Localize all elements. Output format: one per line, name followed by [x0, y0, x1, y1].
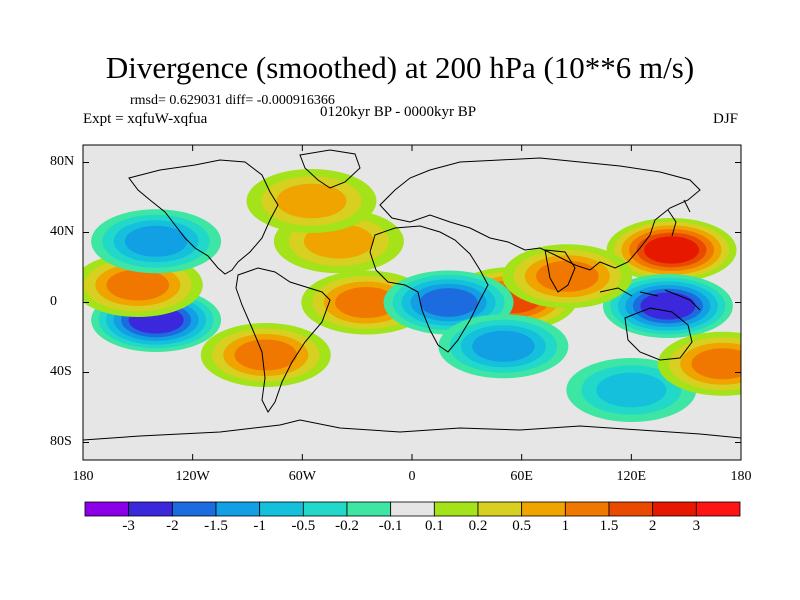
- colorbar-swatch-2: [171, 501, 217, 517]
- colorbar-swatch-3: [215, 501, 261, 517]
- field-feature-13-level-2: [276, 183, 347, 219]
- colorbar-label: 3: [692, 518, 701, 534]
- x-tick-label: 120W: [175, 469, 210, 484]
- field-feature-12-level-2: [596, 372, 667, 408]
- colorbar-label: 0.1: [424, 518, 444, 534]
- axis-ticks: [82, 145, 742, 460]
- field-feature-14-level-3: [691, 348, 741, 380]
- x-tick-label: 60W: [288, 469, 316, 484]
- time-period: 0120kyr BP - 0000kyr BP: [320, 104, 477, 120]
- experiment-label: Expt = xqfuW-xqfua: [83, 111, 208, 127]
- x-tick-label: 0: [408, 469, 416, 484]
- coastline-japan: [667, 199, 691, 237]
- divergence-field: [83, 169, 741, 422]
- y-tick-label: 0: [50, 293, 57, 309]
- colorbar-label: -0.2: [335, 518, 359, 534]
- colorbar-swatch-5: [302, 501, 348, 517]
- colorbar-swatch-1: [128, 501, 173, 517]
- coastline-north-america: [128, 159, 279, 275]
- coastline-eurasia: [379, 157, 701, 271]
- y-tick-label: 80S: [50, 433, 72, 449]
- y-tick-label: 40N: [50, 223, 75, 239]
- x-tick-label: 120E: [616, 469, 647, 484]
- coastlines: [83, 149, 741, 441]
- colorbar-swatch-11: [564, 501, 610, 517]
- colorbar-swatch-6: [346, 501, 392, 517]
- page-title: Divergence (smoothed) at 200 hPa (10**6 …: [105, 50, 695, 85]
- coastline-india: [544, 249, 576, 293]
- colorbar-swatch-14: [695, 501, 741, 517]
- season-label: DJF: [713, 111, 739, 127]
- colorbar: [84, 501, 741, 517]
- colorbar-label: 1.5: [599, 518, 619, 534]
- colorbar-label: -1.5: [204, 518, 228, 534]
- coastline-africa: [369, 225, 489, 353]
- colorbar-label: 1: [561, 518, 570, 534]
- colorbar-label: 2: [648, 518, 657, 534]
- colorbar-swatch-13: [652, 501, 697, 517]
- field-feature-7-level-4: [419, 288, 478, 317]
- colorbar-swatch-4: [259, 501, 304, 517]
- field-feature-11-level-3: [234, 339, 298, 371]
- x-tick-label: 180: [730, 469, 752, 484]
- coastline-maritime: [599, 287, 701, 311]
- colorbar-label: 0.5: [512, 518, 532, 534]
- y-tick-label: 40S: [50, 363, 72, 379]
- field-feature-1-level-5: [640, 292, 696, 320]
- field-feature-5-level-3: [335, 287, 398, 318]
- colorbar-label: -2: [166, 518, 179, 534]
- coastline-greenland: [299, 149, 361, 189]
- coastline-antarctica: [83, 419, 741, 441]
- colorbar-swatch-0: [84, 501, 130, 517]
- colorbar-label: -1: [253, 518, 266, 534]
- colorbar-swatch-7: [390, 501, 435, 517]
- x-tick-label: 180: [72, 469, 94, 484]
- field-feature-9-level-3: [124, 225, 188, 257]
- field-feature-6-level-3: [106, 269, 170, 301]
- colorbar-swatch-12: [608, 501, 654, 517]
- rmsd-diff-stats: rmsd= 0.629031 diff= -0.000916366: [130, 93, 335, 108]
- field-feature-8-level-3: [472, 330, 535, 362]
- colorbar-swatch-8: [433, 501, 479, 517]
- x-tick-label: 60E: [510, 469, 533, 484]
- coastline-south-america: [235, 267, 331, 413]
- colorbar-swatch-9: [477, 501, 523, 517]
- field-feature-4-level-3: [536, 260, 599, 292]
- colorbar-label: -3: [122, 518, 135, 534]
- colorbar-label: 0.2: [468, 518, 488, 534]
- colorbar-swatch-10: [521, 501, 566, 517]
- coastline-australia: [624, 307, 693, 361]
- y-tick-label: 80N: [50, 153, 75, 169]
- colorbar-label: -0.1: [378, 518, 403, 534]
- field-feature-0-level-5: [644, 236, 700, 264]
- colorbar-label: -0.5: [291, 518, 316, 534]
